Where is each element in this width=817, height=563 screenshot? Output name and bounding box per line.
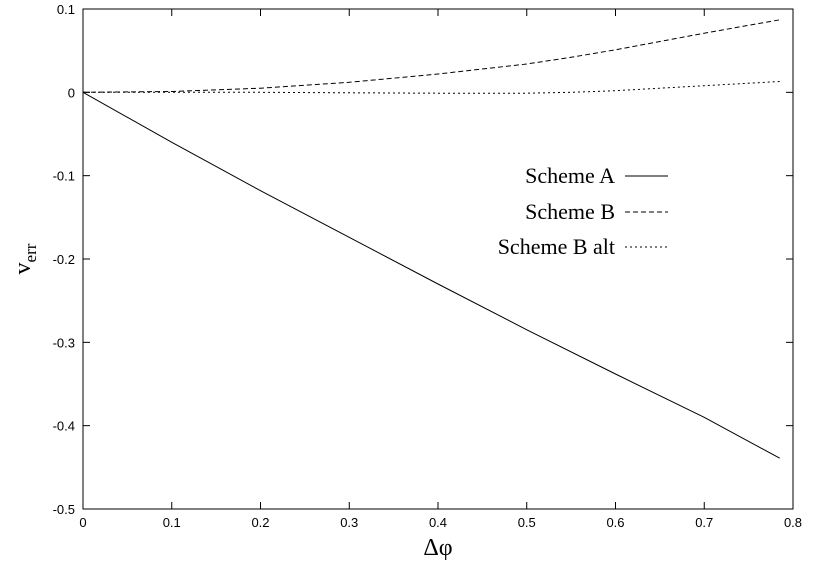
x-tick-label: 0.8 — [784, 515, 802, 530]
y-tick-label: -0.1 — [53, 169, 75, 184]
axis-ticks — [82, 8, 794, 510]
y-tick-label: -0.4 — [53, 419, 75, 434]
x-tick-label: 0 — [79, 515, 86, 530]
series-line-scheme-a — [82, 91, 780, 459]
x-tick-label: 0.6 — [606, 515, 624, 530]
y-tick-label: -0.5 — [53, 502, 75, 517]
x-tick-label: 0.2 — [251, 515, 269, 530]
y-tick-label: -0.2 — [53, 252, 75, 267]
series-line-scheme-b — [82, 19, 780, 93]
axis-tick-labels: 0 0.1 0.2 0.3 0.4 0.5 0.6 0.7 0.8 0.1 0 -0.1 -0.2 -0.… — [53, 2, 802, 530]
y-axis-label-subscript: err — [21, 243, 40, 262]
legend: Scheme A Scheme B Scheme B alt — [498, 163, 668, 259]
legend-label-scheme-b-alt: Scheme B alt — [498, 234, 615, 259]
x-tick-label: 0.7 — [695, 515, 713, 530]
legend-label-scheme-b: Scheme B — [525, 199, 615, 224]
x-tick-label: 0.3 — [340, 515, 358, 530]
legend-label-scheme-a: Scheme A — [525, 163, 615, 188]
y-tick-label: 0.1 — [57, 2, 75, 17]
x-tick-label: 0.5 — [518, 515, 536, 530]
series-line-scheme-b-alt — [83, 81, 780, 94]
y-tick-label: 0 — [68, 85, 75, 100]
y-tick-label: -0.3 — [53, 335, 75, 350]
plot-frame — [82, 8, 794, 510]
y-axis-label-main: v — [10, 262, 36, 274]
x-tick-label: 0.1 — [163, 515, 181, 530]
x-tick-label: 0.4 — [429, 515, 447, 530]
x-axis-label: Δφ — [423, 535, 452, 561]
series-lines — [82, 19, 780, 459]
y-axis-label: verr — [10, 243, 40, 274]
